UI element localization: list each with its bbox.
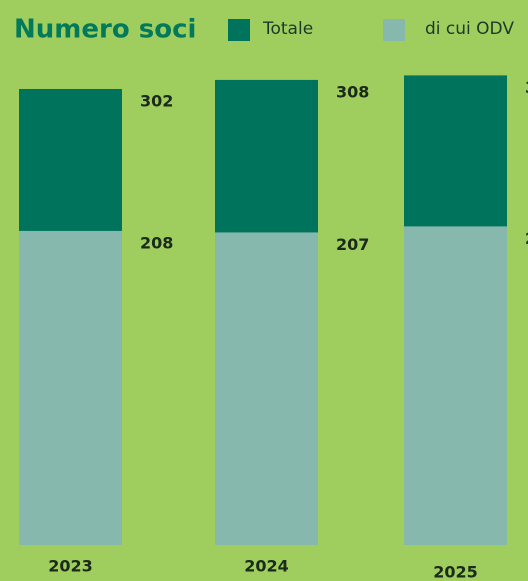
value-label: 208 (140, 233, 173, 252)
bar (404, 226, 507, 545)
bar (215, 232, 318, 545)
legend-label: Totale (262, 19, 313, 39)
value-label: 302 (140, 91, 173, 110)
legend-label: di cui ODV (425, 19, 514, 39)
legend-swatch (228, 19, 250, 41)
value-label: 211 (525, 229, 528, 248)
x-tick-label: 2025 (433, 563, 478, 581)
value-label: 308 (336, 82, 369, 101)
value-label: 311 (525, 78, 528, 97)
value-label: 207 (336, 235, 369, 254)
bar (19, 230, 122, 546)
x-tick-label: 2024 (244, 557, 289, 576)
x-tick-label: 2023 (48, 557, 93, 576)
legend-swatch (383, 19, 405, 41)
chart-title: Numero soci (14, 15, 196, 45)
